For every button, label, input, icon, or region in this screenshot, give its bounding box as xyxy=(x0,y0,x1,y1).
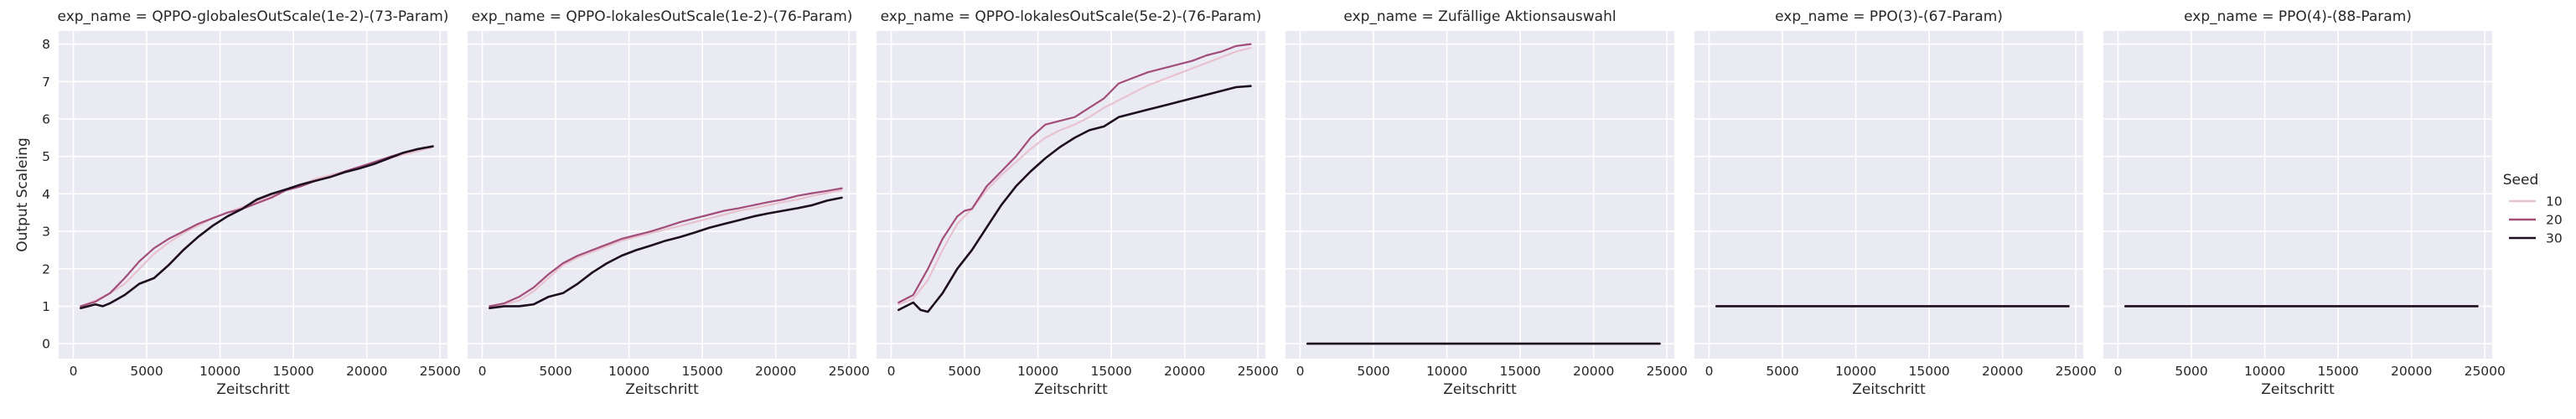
y-tick-label: 2 xyxy=(42,261,50,277)
x-tick-label: 20000 xyxy=(1164,364,1205,379)
x-tick-label: 0 xyxy=(70,364,78,379)
x-axis-label: Zeitschritt xyxy=(625,381,699,398)
panel-1: 0 5000 10000 15000 20000 25000 0 1 2 3 4 5 6 7 8 Output… xyxy=(14,8,461,398)
x-axis-label: Zeitschritt xyxy=(216,381,290,398)
panel-5: 0 5000 10000 15000 20000 25000 Zeitschritt exp_… xyxy=(1694,8,2097,398)
legend-label-seed-10: 10 xyxy=(2546,194,2563,210)
x-tick-label: 15000 xyxy=(272,364,313,379)
y-tick-label: 4 xyxy=(42,187,50,202)
plot-background xyxy=(59,31,447,359)
series-line-seed-20 xyxy=(897,43,1252,304)
panel-6: 0 5000 10000 15000 20000 25000 Zeitschritt exp_… xyxy=(2103,8,2506,398)
plot-background xyxy=(877,31,1265,359)
y-tick-label: 3 xyxy=(42,225,50,240)
x-tick-label: 15000 xyxy=(1090,364,1131,379)
x-tick-label: 20000 xyxy=(2391,364,2432,379)
panel-4: 0 5000 10000 15000 20000 25000 Zeitschritt exp_… xyxy=(1285,8,1688,398)
x-tick-label: 15000 xyxy=(1499,364,1540,379)
panel-title: exp_name = QPPO-globalesOutScale(1e-2)-(… xyxy=(58,8,449,25)
x-tick-label: 15000 xyxy=(2317,364,2358,379)
x-tick-label: 10000 xyxy=(1426,364,1467,379)
panel-title: exp_name = QPPO-lokalesOutScale(5e-2)-(7… xyxy=(881,8,1262,25)
legend-label-seed-20: 20 xyxy=(2546,213,2563,228)
x-tick-label: 25000 xyxy=(1647,364,1688,379)
x-tick-label: 0 xyxy=(1705,364,1714,379)
x-tick-label: 20000 xyxy=(1573,364,1614,379)
series-line-seed-30 xyxy=(488,196,843,310)
panels-group: 0 5000 10000 15000 20000 25000 0 1 2 3 4 5 6 7 8 Output… xyxy=(14,8,2506,398)
x-tick-label: 10000 xyxy=(608,364,649,379)
x-tick-label: 25000 xyxy=(2056,364,2097,379)
x-axis-label: Zeitschritt xyxy=(1852,381,1926,398)
x-axis-label: Zeitschritt xyxy=(1443,381,1517,398)
legend-title: Seed xyxy=(2503,172,2539,189)
x-tick-label: 0 xyxy=(2114,364,2123,379)
x-tick-label: 5000 xyxy=(1766,364,1798,379)
y-tick-label: 7 xyxy=(42,75,50,90)
legend: Seed 10 20 30 xyxy=(2503,172,2563,246)
x-tick-label: 0 xyxy=(887,364,896,379)
x-tick-label: 25000 xyxy=(829,364,870,379)
x-tick-label: 15000 xyxy=(681,364,722,379)
y-tick-label: 5 xyxy=(42,149,50,164)
x-tick-label: 5000 xyxy=(2175,364,2207,379)
x-tick-label: 25000 xyxy=(1238,364,1279,379)
x-tick-label: 5000 xyxy=(948,364,980,379)
plot-background xyxy=(1694,31,2083,359)
series-line-seed-20 xyxy=(489,187,843,308)
panel-3: 0 5000 10000 15000 20000 25000 Zeitschritt exp_… xyxy=(877,8,1279,398)
panel-title: exp_name = Zufällige Aktionsauswahl xyxy=(1343,8,1616,25)
panel-title: exp_name = QPPO-lokalesOutScale(1e-2)-(7… xyxy=(472,8,853,25)
x-axis-label: Zeitschritt xyxy=(1034,381,1108,398)
x-axis-label: Zeitschritt xyxy=(2261,381,2335,398)
x-tick-label: 10000 xyxy=(199,364,241,379)
plot-background xyxy=(1285,31,1674,359)
x-tick-label: 15000 xyxy=(1908,364,1949,379)
panel-2: 0 5000 10000 15000 20000 25000 Zeitschritt exp_… xyxy=(468,8,870,398)
series-line-seed-30 xyxy=(897,85,1252,313)
x-tick-label: 5000 xyxy=(539,364,572,379)
series-line-seed-10 xyxy=(897,46,1252,306)
series-line-seed-10 xyxy=(489,189,843,308)
x-tick-label: 10000 xyxy=(1835,364,1876,379)
x-tick-label: 5000 xyxy=(1357,364,1389,379)
y-tick-label: 8 xyxy=(42,37,50,52)
series-line-seed-20 xyxy=(80,145,434,308)
plot-background xyxy=(2103,31,2492,359)
y-axis-label: Output Scaleing xyxy=(14,137,31,251)
legend-label-seed-30: 30 xyxy=(2546,231,2563,246)
x-tick-label: 20000 xyxy=(1982,364,2023,379)
x-tick-label: 20000 xyxy=(346,364,387,379)
y-tick-label: 0 xyxy=(42,337,50,352)
x-tick-label: 25000 xyxy=(420,364,461,379)
x-tick-label: 10000 xyxy=(1017,364,1058,379)
x-tick-label: 10000 xyxy=(2244,364,2285,379)
x-tick-label: 25000 xyxy=(2465,364,2506,379)
y-tick-label: 6 xyxy=(42,112,50,127)
x-tick-label: 0 xyxy=(478,364,487,379)
x-tick-label: 0 xyxy=(1296,364,1305,379)
x-tick-label: 5000 xyxy=(130,364,163,379)
series-line-seed-30 xyxy=(80,145,434,310)
legend-entries: 10 20 30 xyxy=(2509,194,2563,246)
panel-title: exp_name = PPO(3)-(67-Param) xyxy=(1775,8,2003,25)
panel-title: exp_name = PPO(4)-(88-Param) xyxy=(2184,8,2412,25)
x-tick-label: 20000 xyxy=(755,364,796,379)
y-tick-label: 1 xyxy=(42,299,50,314)
